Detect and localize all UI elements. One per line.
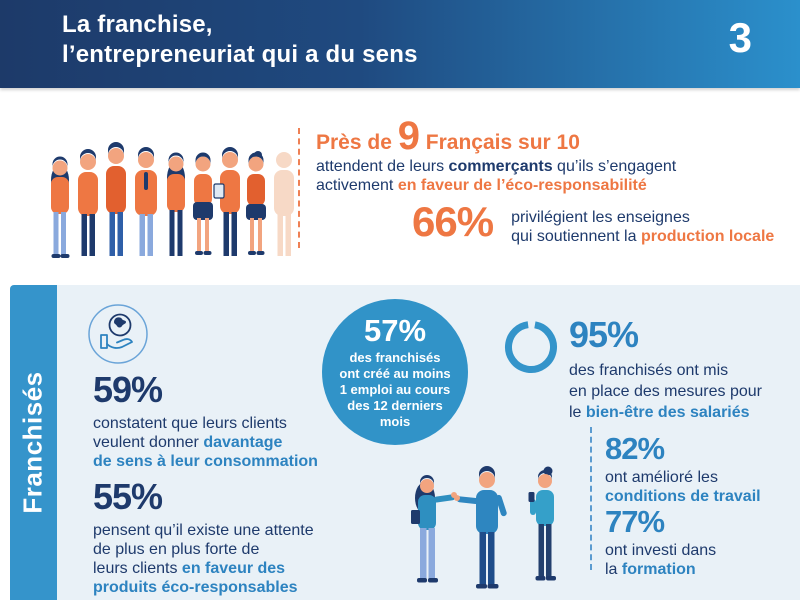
stat-77-line2-start: la — [605, 561, 622, 578]
stat-59-line3-accent: de sens à leur consommation — [93, 453, 318, 470]
stat-95-body: des franchisés ont mis en place des mesu… — [569, 360, 762, 423]
stat-95: 95% des franchisés ont mis en place des … — [569, 316, 762, 423]
stat-9-body: attendent de leurs commerçants qu’ils s’… — [316, 158, 676, 195]
stat-9-headline: Près de 9 Français sur 10 — [316, 116, 676, 156]
stat-95-line1: des franchisés ont mis — [569, 362, 729, 379]
page-title: La franchise, l’entrepreneuriat qui a du… — [62, 10, 418, 70]
stat-77-body: ont investi dans la formation — [605, 541, 716, 579]
stat-9-line1-bold: commerçants — [448, 158, 553, 175]
page-title-line2: l’entrepreneuriat qui a du sens — [62, 41, 418, 68]
stat-66-line2-start: qui soutiennent la — [511, 228, 641, 245]
page-number: 3 — [728, 14, 752, 61]
stat-59-line1: constatent que leurs clients — [93, 415, 287, 432]
stat-77-value: 77% — [605, 504, 665, 539]
stat-77-line2-accent: formation — [621, 561, 696, 578]
stat-55-line4-accent: produits éco-responsables — [93, 579, 298, 596]
stat-55-line3-start: leurs clients — [93, 560, 182, 577]
stat-9-line2-accent: en faveur de l’éco-responsabilité — [397, 176, 647, 194]
stat-9-big-number: 9 — [397, 114, 420, 158]
stat-9-line1-start: attendent de leurs — [316, 158, 449, 175]
stat-57-bubble: 57% des franchisés ont créé au moins 1 e… — [322, 299, 468, 445]
orange-dashed-divider — [298, 128, 300, 248]
stat-66-line1: privilégient les enseignes — [511, 209, 690, 226]
stat-9-line1-end: qu’ils s’engagent — [552, 158, 677, 175]
stat-59-line2-start: veulent donner — [93, 434, 204, 451]
stat-57-body: des franchisés ont créé au moins 1 emplo… — [322, 350, 468, 430]
stat-82-value: 82% — [605, 431, 665, 466]
stat-82-body: ont amélioré les conditions de travail — [605, 468, 761, 506]
blue-dashed-divider — [590, 427, 592, 570]
stat-66: 66% privilégient les enseignes qui souti… — [412, 198, 774, 246]
stat-95-value: 95% — [569, 314, 639, 355]
people-group-illustration — [51, 142, 294, 258]
stat-95-line3-start: le — [569, 404, 586, 421]
stat-59-value: 59% — [93, 369, 163, 410]
stat-95-line3-accent: bien-être des salariés — [585, 404, 750, 421]
stat-57-line3: 1 emploi au cours — [339, 382, 451, 397]
stat-57-line1: des franchisés — [349, 350, 441, 365]
stat-77-line1: ont investi dans — [605, 542, 717, 559]
stat-9-line2-start: activement — [316, 176, 398, 194]
stat-55-line2: de plus en plus forte de — [93, 541, 260, 558]
stat-82: 82% ont amélioré les conditions de trava… — [605, 433, 761, 506]
stat-95-line2: en place des mesures pour — [569, 383, 762, 400]
stat-59-body: constatent que leurs clients veulent don… — [93, 414, 318, 471]
page-title-line1: La franchise, — [62, 11, 213, 38]
stat-55: 55% pensent qu’il existe une attente de … — [93, 479, 314, 597]
stat-55-value: 55% — [93, 476, 163, 517]
stat-55-body: pensent qu’il existe une attente de plus… — [93, 521, 314, 597]
stat-57-line4: des 12 derniers — [347, 398, 443, 413]
stat-57-line5: mois — [379, 414, 411, 429]
header: La franchise, l’entrepreneuriat qui a du… — [0, 0, 800, 88]
stat-66-body: privilégient les enseignes qui soutienne… — [511, 208, 774, 246]
stat-55-line3-accent: en faveur des — [181, 560, 286, 577]
handshake-illustration — [411, 466, 556, 589]
franchises-sidebar-label: Franchisés — [18, 371, 49, 514]
franchises-sidebar: Franchisés — [10, 285, 57, 600]
stat-9-prefix: Près de — [316, 131, 398, 154]
stat-82-line1: ont amélioré les — [605, 469, 718, 486]
stat-59-line2-accent: davantage — [203, 434, 283, 451]
stat-57-value: 57% — [363, 313, 427, 348]
globe-in-hand-icon — [88, 304, 148, 364]
stat-9-suffix: Français sur 10 — [419, 131, 580, 154]
stat-55-line1: pensent qu’il existe une attente — [93, 522, 314, 539]
stat-9-of-10: Près de 9 Français sur 10 attendent de l… — [316, 116, 676, 195]
stat-57-line2: ont créé au moins — [339, 366, 451, 381]
stat-59: 59% constatent que leurs clients veulent… — [93, 372, 318, 471]
stat-66-value: 66% — [412, 198, 494, 245]
stat-77: 77% ont investi dans la formation — [605, 506, 716, 579]
stat-66-line2-accent: production locale — [640, 228, 775, 245]
stat-82-line2-accent: conditions de travail — [605, 488, 761, 505]
donut-chart-95-icon — [505, 321, 557, 373]
